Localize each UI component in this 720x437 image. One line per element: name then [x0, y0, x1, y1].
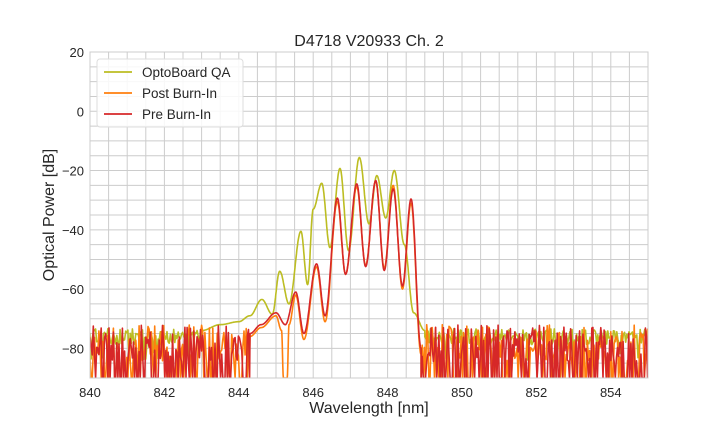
legend-entry: Post Burn-In	[142, 86, 217, 101]
plot-frame	[89, 51, 649, 379]
x-tick-label: 854	[600, 385, 622, 400]
legend-box	[96, 58, 244, 128]
chart-title: D4718 V20933 Ch. 2	[294, 33, 444, 50]
series-lines	[90, 156, 648, 378]
y-axis-label: Optical Power [dB]	[41, 149, 58, 282]
x-tick-label: 844	[228, 385, 250, 400]
legend-entry: Pre Burn-In	[142, 107, 211, 122]
x-axis-label: Wavelength [nm]	[309, 400, 428, 417]
tick-labels: 840 842 844 846 848 850 852 854 −80 −60 −40 −20 0 20	[62, 45, 622, 400]
y-tick-label: −60	[62, 282, 84, 297]
x-tick-label: 842	[154, 385, 176, 400]
x-tick-label: 840	[79, 385, 101, 400]
y-tick-label: 0	[77, 104, 84, 119]
legend-entry: OptoBoard QA	[142, 65, 231, 80]
x-tick-label: 852	[526, 385, 548, 400]
y-tick-label: 20	[70, 45, 84, 60]
x-tick-label: 850	[451, 385, 473, 400]
y-tick-label: −20	[62, 164, 84, 179]
y-tick-label: −40	[62, 223, 84, 238]
series-line-pre-burn-in	[90, 179, 648, 378]
y-tick-label: −80	[62, 341, 84, 356]
x-tick-label: 846	[302, 385, 324, 400]
x-tick-label: 848	[377, 385, 399, 400]
legend: OptoBoard QA Post Burn-In Pre Burn-In	[96, 58, 244, 128]
